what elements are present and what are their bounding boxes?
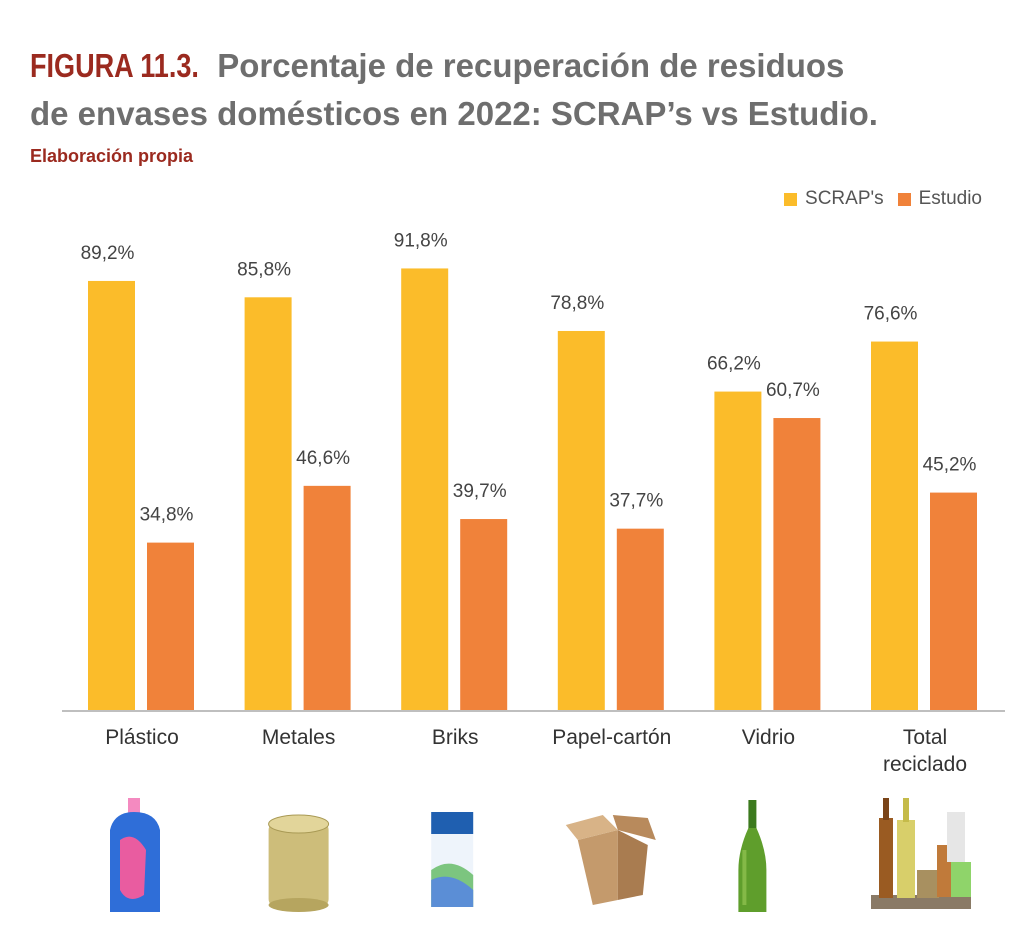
bar-estudio — [616, 528, 664, 710]
bar-estudio — [773, 418, 821, 710]
value-label: 76,6% — [864, 304, 918, 325]
figure-label: FIGURA 11.3. — [30, 47, 199, 84]
value-label: 34,8% — [140, 505, 194, 526]
value-label: 46,6% — [296, 448, 350, 469]
legend: SCRAP's Estudio — [784, 188, 982, 210]
glass-bottle-icon — [738, 800, 767, 912]
category-label: Briks — [432, 726, 479, 749]
bar-scraps — [88, 280, 135, 710]
value-label: 45,2% — [923, 455, 977, 476]
title-line-1: Porcentaje de recuperación de residuos — [217, 47, 845, 84]
value-label: 60,7% — [766, 380, 820, 401]
cardboard-box-icon — [565, 815, 656, 905]
legend-swatch-scraps — [784, 192, 798, 206]
category-label: Metales — [262, 726, 336, 749]
bar-scraps — [714, 391, 762, 710]
bar-scraps — [244, 297, 292, 710]
milk-carton-icon — [431, 812, 474, 907]
legend-label-estudio: Estudio — [918, 188, 982, 209]
chart-subtitle: Elaboración propia — [30, 146, 194, 166]
value-label: 91,8% — [394, 230, 448, 251]
category-label: Vidrio — [742, 726, 795, 749]
bar-estudio — [460, 519, 508, 710]
tin-can-icon — [268, 814, 330, 912]
value-label: 37,7% — [609, 491, 663, 512]
category-label: Papel-cartón — [552, 726, 671, 749]
value-label: 85,8% — [237, 259, 291, 280]
detergent-bottle-icon — [110, 798, 160, 912]
title-line-2: de envases domésticos en 2022: SCRAP’s v… — [30, 95, 878, 132]
chart-title: FIGURA 11.3. Porcentaje de recuperación … — [30, 42, 1010, 138]
category-label: Total — [903, 726, 947, 749]
value-label: 66,2% — [707, 354, 761, 375]
mixed-packaging-icon — [871, 798, 971, 909]
legend-swatch-estudio — [897, 192, 911, 206]
category-label: reciclado — [883, 753, 967, 776]
bar-estudio — [147, 542, 194, 710]
bar-estudio — [303, 485, 351, 710]
value-label: 39,7% — [453, 481, 507, 502]
bar-estudio — [930, 492, 977, 710]
legend-label-scraps: SCRAP's — [805, 188, 884, 209]
bar-scraps — [557, 330, 605, 710]
bar-scraps — [401, 268, 449, 710]
bar-scraps — [871, 341, 918, 710]
value-label: 89,2% — [81, 243, 135, 264]
category-label: Plástico — [105, 726, 179, 749]
value-label: 78,8% — [550, 293, 604, 314]
